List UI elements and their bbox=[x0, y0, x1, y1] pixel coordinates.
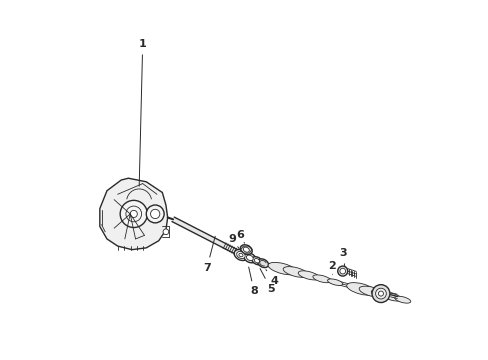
Circle shape bbox=[375, 288, 386, 299]
Circle shape bbox=[150, 209, 160, 219]
Circle shape bbox=[337, 266, 347, 276]
Ellipse shape bbox=[394, 296, 410, 303]
Ellipse shape bbox=[327, 279, 342, 285]
Ellipse shape bbox=[312, 275, 330, 283]
Ellipse shape bbox=[246, 255, 253, 261]
Ellipse shape bbox=[243, 247, 249, 252]
Ellipse shape bbox=[346, 283, 375, 295]
Ellipse shape bbox=[267, 262, 297, 275]
Polygon shape bbox=[172, 217, 240, 256]
Text: 7: 7 bbox=[203, 236, 215, 273]
Ellipse shape bbox=[239, 253, 243, 257]
Ellipse shape bbox=[251, 257, 262, 265]
Ellipse shape bbox=[283, 267, 308, 277]
Circle shape bbox=[125, 206, 142, 222]
Ellipse shape bbox=[382, 293, 401, 301]
Polygon shape bbox=[100, 178, 167, 249]
Ellipse shape bbox=[244, 253, 255, 263]
Circle shape bbox=[339, 268, 345, 274]
Ellipse shape bbox=[298, 271, 319, 280]
Circle shape bbox=[371, 285, 389, 302]
Ellipse shape bbox=[234, 249, 247, 261]
Text: 2: 2 bbox=[327, 261, 335, 274]
Text: 8: 8 bbox=[248, 267, 258, 296]
Circle shape bbox=[120, 201, 147, 228]
Ellipse shape bbox=[254, 258, 259, 263]
Circle shape bbox=[146, 205, 164, 223]
Ellipse shape bbox=[370, 290, 392, 299]
Circle shape bbox=[130, 210, 137, 217]
Text: 6: 6 bbox=[236, 230, 244, 243]
Text: 9: 9 bbox=[227, 234, 239, 249]
Ellipse shape bbox=[358, 286, 384, 297]
Ellipse shape bbox=[240, 245, 252, 255]
Circle shape bbox=[378, 291, 383, 296]
Ellipse shape bbox=[257, 259, 268, 267]
Ellipse shape bbox=[236, 252, 244, 258]
Text: 5: 5 bbox=[260, 269, 274, 294]
Text: 3: 3 bbox=[338, 248, 346, 274]
Text: 4: 4 bbox=[265, 270, 278, 286]
Text: 1: 1 bbox=[139, 39, 146, 186]
Circle shape bbox=[163, 229, 168, 235]
